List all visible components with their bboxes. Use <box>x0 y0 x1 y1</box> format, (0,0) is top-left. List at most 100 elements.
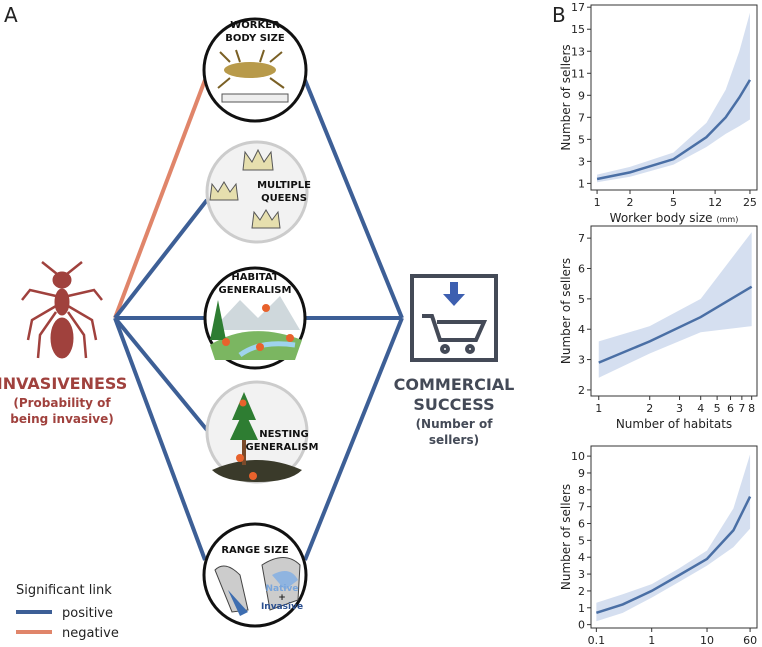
confidence-band <box>597 12 750 183</box>
node-label: RANGE SIZE <box>221 545 289 556</box>
x-tick-label: 2 <box>646 402 653 415</box>
ant-photo <box>217 49 289 103</box>
x-tick-label: 3 <box>676 402 683 415</box>
y-tick-label: 7 <box>578 501 585 514</box>
y-tick-label: 15 <box>571 23 585 36</box>
link <box>303 79 404 319</box>
y-tick-label: 0 <box>578 619 585 632</box>
node-label: NESTING <box>259 429 309 440</box>
y-tick-label: 7 <box>578 111 585 124</box>
y-tick-label: 5 <box>578 293 585 306</box>
y-tick-label: 2 <box>578 384 585 397</box>
y-tick-label: 1 <box>578 602 585 615</box>
legend-title: Significant link <box>16 583 112 598</box>
x-tick-label: 6 <box>727 402 734 415</box>
x-tick-label: 60 <box>743 634 757 647</box>
panel-label: A <box>4 3 18 27</box>
link <box>113 316 209 432</box>
y-tick-label: 3 <box>578 155 585 168</box>
x-axis-label-text: Worker body size <box>610 211 713 225</box>
y-tick-label: 5 <box>578 133 585 146</box>
x-tick-label: 5 <box>670 196 677 209</box>
y-tick-label: 5 <box>578 534 585 547</box>
source-subtitle: being invasive) <box>10 412 113 426</box>
x-tick-label: 7 <box>738 402 745 415</box>
y-tick-label: 3 <box>578 568 585 581</box>
y-tick-label: 6 <box>578 518 585 531</box>
y-tick-label: 11 <box>571 67 585 80</box>
cart-icon <box>410 274 498 362</box>
inset-label: Native <box>266 584 299 594</box>
y-tick-label: 4 <box>578 551 585 564</box>
link <box>113 198 209 320</box>
link <box>113 79 207 319</box>
x-tick-label: 25 <box>743 196 757 209</box>
x-axis-unit: (mm) <box>717 215 739 224</box>
x-tick-label: 1 <box>594 196 601 209</box>
y-tick-label: 17 <box>571 1 585 14</box>
y-tick-label: 6 <box>578 263 585 276</box>
x-tick-label: 1 <box>648 634 655 647</box>
link <box>303 317 404 561</box>
target-title: SUCCESS <box>413 395 494 414</box>
x-axis-label-text: Number of habitats <box>616 417 732 431</box>
link <box>113 317 207 561</box>
y-tick-label: 3 <box>578 354 585 367</box>
y-tick-label: 8 <box>578 484 585 497</box>
x-tick-label: 5 <box>714 402 721 415</box>
source-title: INVASIVENESS <box>0 374 127 393</box>
x-tick-label: 10 <box>700 634 714 647</box>
world-map <box>214 557 301 616</box>
y-axis-label: Number of sellers <box>559 44 573 150</box>
y-axis-label: Number of sellers <box>559 258 573 364</box>
y-tick-label: 1 <box>578 177 585 190</box>
confidence-band <box>596 454 751 622</box>
links <box>113 79 404 561</box>
trend-line <box>595 496 752 615</box>
x-axis-label: Number of habitats <box>616 417 732 431</box>
nesting-scene <box>212 392 302 482</box>
y-axis-label: Number of sellers <box>559 484 573 590</box>
x-tick-label: 2 <box>626 196 633 209</box>
plot-frame <box>590 225 758 397</box>
source-subtitle: (Probability of <box>13 396 111 410</box>
x-tick-label: 8 <box>748 402 755 415</box>
x-axis-label: Worker body size (mm) <box>610 211 739 225</box>
legend-label: negative <box>62 626 119 641</box>
y-tick-label: 7 <box>578 232 585 245</box>
x-tick-label: 4 <box>697 402 704 415</box>
arrow-icon <box>443 282 465 306</box>
y-tick-label: 13 <box>571 45 585 58</box>
panel-label: B <box>552 3 566 27</box>
node-label: BODY SIZE <box>225 33 285 44</box>
y-tick-label: 9 <box>578 467 585 480</box>
trend-line <box>596 79 752 181</box>
node-circle <box>205 140 309 244</box>
trend-line <box>598 285 753 364</box>
crown-icons <box>209 148 281 229</box>
node-label: MULTIPLE <box>257 180 311 191</box>
target-subtitle: sellers) <box>429 433 479 447</box>
habitat-scene <box>210 296 302 360</box>
node-label: HABITAT <box>231 272 278 283</box>
y-tick-label: 10 <box>571 450 585 463</box>
x-tick-label: 12 <box>708 196 722 209</box>
confidence-band <box>598 232 752 378</box>
y-tick-label: 9 <box>578 89 585 102</box>
inset-label: Invasive <box>261 602 303 612</box>
legend-label: positive <box>62 606 113 621</box>
plot-frame <box>590 445 758 629</box>
target-title: COMMERCIAL <box>394 375 515 394</box>
x-tick-label: 0.1 <box>588 634 606 647</box>
ant-icon <box>21 261 103 359</box>
node-label: WORKER <box>230 20 280 31</box>
node-label: QUEENS <box>261 193 307 204</box>
target-subtitle: (Number of <box>416 417 494 431</box>
node-label: GENERALISM <box>246 442 319 453</box>
node-label: GENERALISM <box>219 285 292 296</box>
x-tick-label: 1 <box>595 402 602 415</box>
y-tick-label: 4 <box>578 323 585 336</box>
y-tick-label: 2 <box>578 585 585 598</box>
inset-label: + <box>278 593 286 603</box>
